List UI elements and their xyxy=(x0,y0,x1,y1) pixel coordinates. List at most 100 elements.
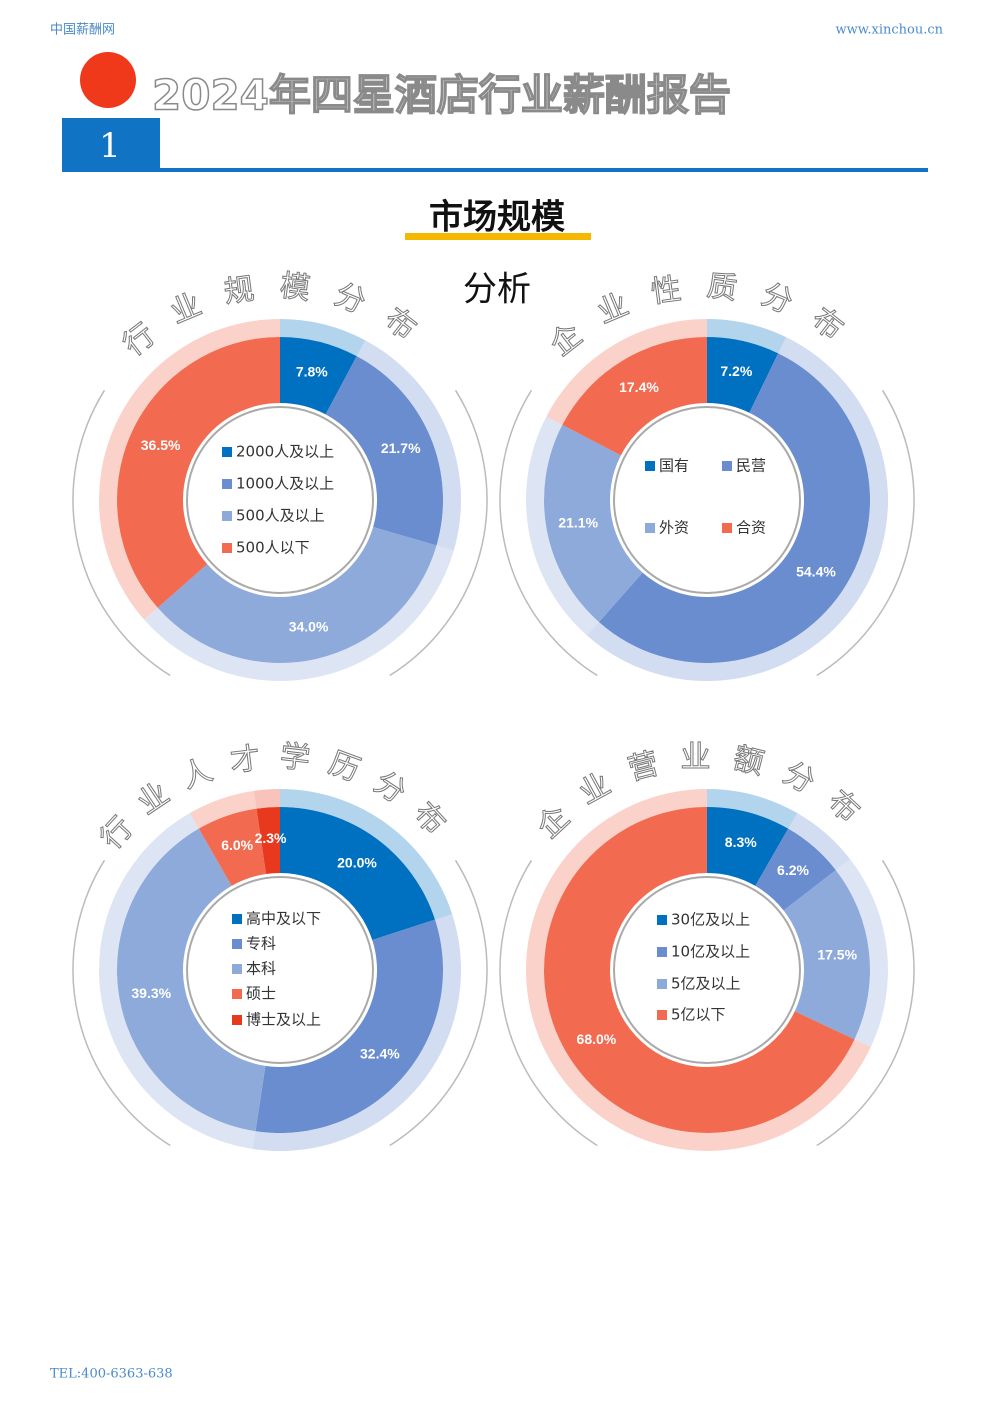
legend-swatch xyxy=(645,523,655,533)
legend-swatch xyxy=(222,543,232,553)
report-title: 2024年四星酒店行业薪酬报告 xyxy=(152,71,731,120)
header-rule xyxy=(160,168,928,172)
donut-slice xyxy=(598,353,871,663)
legend-label: 民营 xyxy=(736,457,766,475)
outer-ring-segment xyxy=(98,813,256,1149)
legend-label: 合资 xyxy=(736,519,766,537)
title-dot xyxy=(80,52,136,108)
donut-slice xyxy=(755,828,836,911)
outer-ring-segment xyxy=(144,545,454,681)
legend-swatch xyxy=(657,947,667,957)
legend-label: 博士及以上 xyxy=(246,1011,321,1029)
legend-label: 10亿及以上 xyxy=(671,943,750,961)
outer-ring-segment xyxy=(526,416,599,636)
value-label: 54.4% xyxy=(796,563,836,579)
value-label: 34.0% xyxy=(289,619,329,635)
section-box xyxy=(62,118,160,172)
donut-slice xyxy=(562,337,707,456)
section-title: 市场规模 xyxy=(429,198,565,238)
section-subtitle: 分析 xyxy=(463,270,531,310)
legend-label: 专科 xyxy=(246,935,276,953)
outer-arc xyxy=(72,859,171,1147)
legend-swatch xyxy=(222,511,232,521)
legend-label: 500人以下 xyxy=(236,539,310,557)
outer-arc xyxy=(389,389,488,677)
legend-swatch xyxy=(232,939,242,949)
site-name: 中国薪酬网 xyxy=(50,23,115,38)
donut-slice xyxy=(544,807,855,1134)
legend-swatch xyxy=(657,915,667,925)
legend-swatch xyxy=(722,523,732,533)
outer-ring-segment xyxy=(99,319,280,620)
legend-swatch xyxy=(657,979,667,989)
outer-arc xyxy=(499,859,598,1147)
legend-swatch xyxy=(222,479,232,489)
outer-arc xyxy=(389,859,488,1147)
donut-slice xyxy=(157,527,437,663)
outer-ring-segment xyxy=(707,789,798,829)
donut-slice xyxy=(280,807,436,941)
legend-label: 外资 xyxy=(659,519,689,537)
legend-label: 30亿及以上 xyxy=(671,911,750,929)
section-underline xyxy=(405,233,591,240)
value-label: 7.2% xyxy=(720,363,752,379)
outer-ring-segment xyxy=(253,789,280,809)
donut-slice xyxy=(783,870,870,1040)
inner-circle xyxy=(186,876,374,1064)
legend-label: 5亿以下 xyxy=(671,1006,726,1024)
value-label: 36.5% xyxy=(141,437,181,453)
donut-slice xyxy=(255,919,443,1134)
inner-circle xyxy=(613,406,801,594)
value-label: 7.8% xyxy=(296,364,328,380)
site-url: www.xinchou.cn xyxy=(836,23,944,38)
outer-ring-segment xyxy=(189,790,257,829)
value-label: 2.3% xyxy=(255,830,287,846)
outer-ring-segment xyxy=(546,319,707,425)
legend-swatch xyxy=(722,461,732,471)
legend-label: 硕士 xyxy=(246,985,276,1003)
outer-ring-segment xyxy=(586,337,888,681)
donut-slice xyxy=(707,337,779,413)
donut-slice xyxy=(280,337,357,415)
value-label: 6.2% xyxy=(777,862,809,878)
value-label: 17.4% xyxy=(619,379,659,395)
outer-ring-segment xyxy=(280,789,453,920)
donut-slice xyxy=(707,807,789,886)
donut-slice xyxy=(543,424,643,623)
legend-label: 500人及以上 xyxy=(236,507,325,525)
value-label: 20.0% xyxy=(337,855,377,871)
inner-circle xyxy=(613,876,801,1064)
value-label: 17.5% xyxy=(817,946,857,962)
donut-slice xyxy=(116,336,280,608)
donut-slice xyxy=(325,356,443,546)
outer-arc xyxy=(816,389,915,677)
legend-label: 2000人及以上 xyxy=(236,443,334,461)
legend-swatch xyxy=(232,964,242,974)
value-label: 39.3% xyxy=(131,985,171,1001)
value-label: 68.0% xyxy=(577,1031,617,1047)
outer-ring-segment xyxy=(707,319,787,354)
outer-ring-segment xyxy=(252,914,461,1151)
donut-slice xyxy=(116,828,266,1132)
legend-label: 本科 xyxy=(246,960,276,978)
outer-ring-segment xyxy=(835,859,888,1048)
legend-label: 高中及以下 xyxy=(246,910,321,928)
value-label: 32.4% xyxy=(360,1045,400,1061)
value-label: 8.3% xyxy=(725,834,757,850)
outer-arc xyxy=(499,389,598,677)
legend-label: 5亿及以上 xyxy=(671,975,741,993)
legend-label: 国有 xyxy=(659,457,689,475)
outer-ring-segment xyxy=(280,319,366,357)
value-label: 6.0% xyxy=(221,837,253,853)
legend-swatch xyxy=(232,914,242,924)
legend-swatch xyxy=(645,461,655,471)
outer-ring-segment xyxy=(356,340,462,551)
footer-tel: TEL:400-6363-638 xyxy=(50,1367,173,1382)
legend-swatch xyxy=(657,1010,667,1020)
value-label: 21.7% xyxy=(381,440,421,456)
outer-ring-segment xyxy=(788,813,851,871)
outer-arc xyxy=(816,859,915,1147)
inner-circle xyxy=(186,406,374,594)
value-label: 21.1% xyxy=(558,515,598,531)
legend-swatch xyxy=(222,447,232,457)
